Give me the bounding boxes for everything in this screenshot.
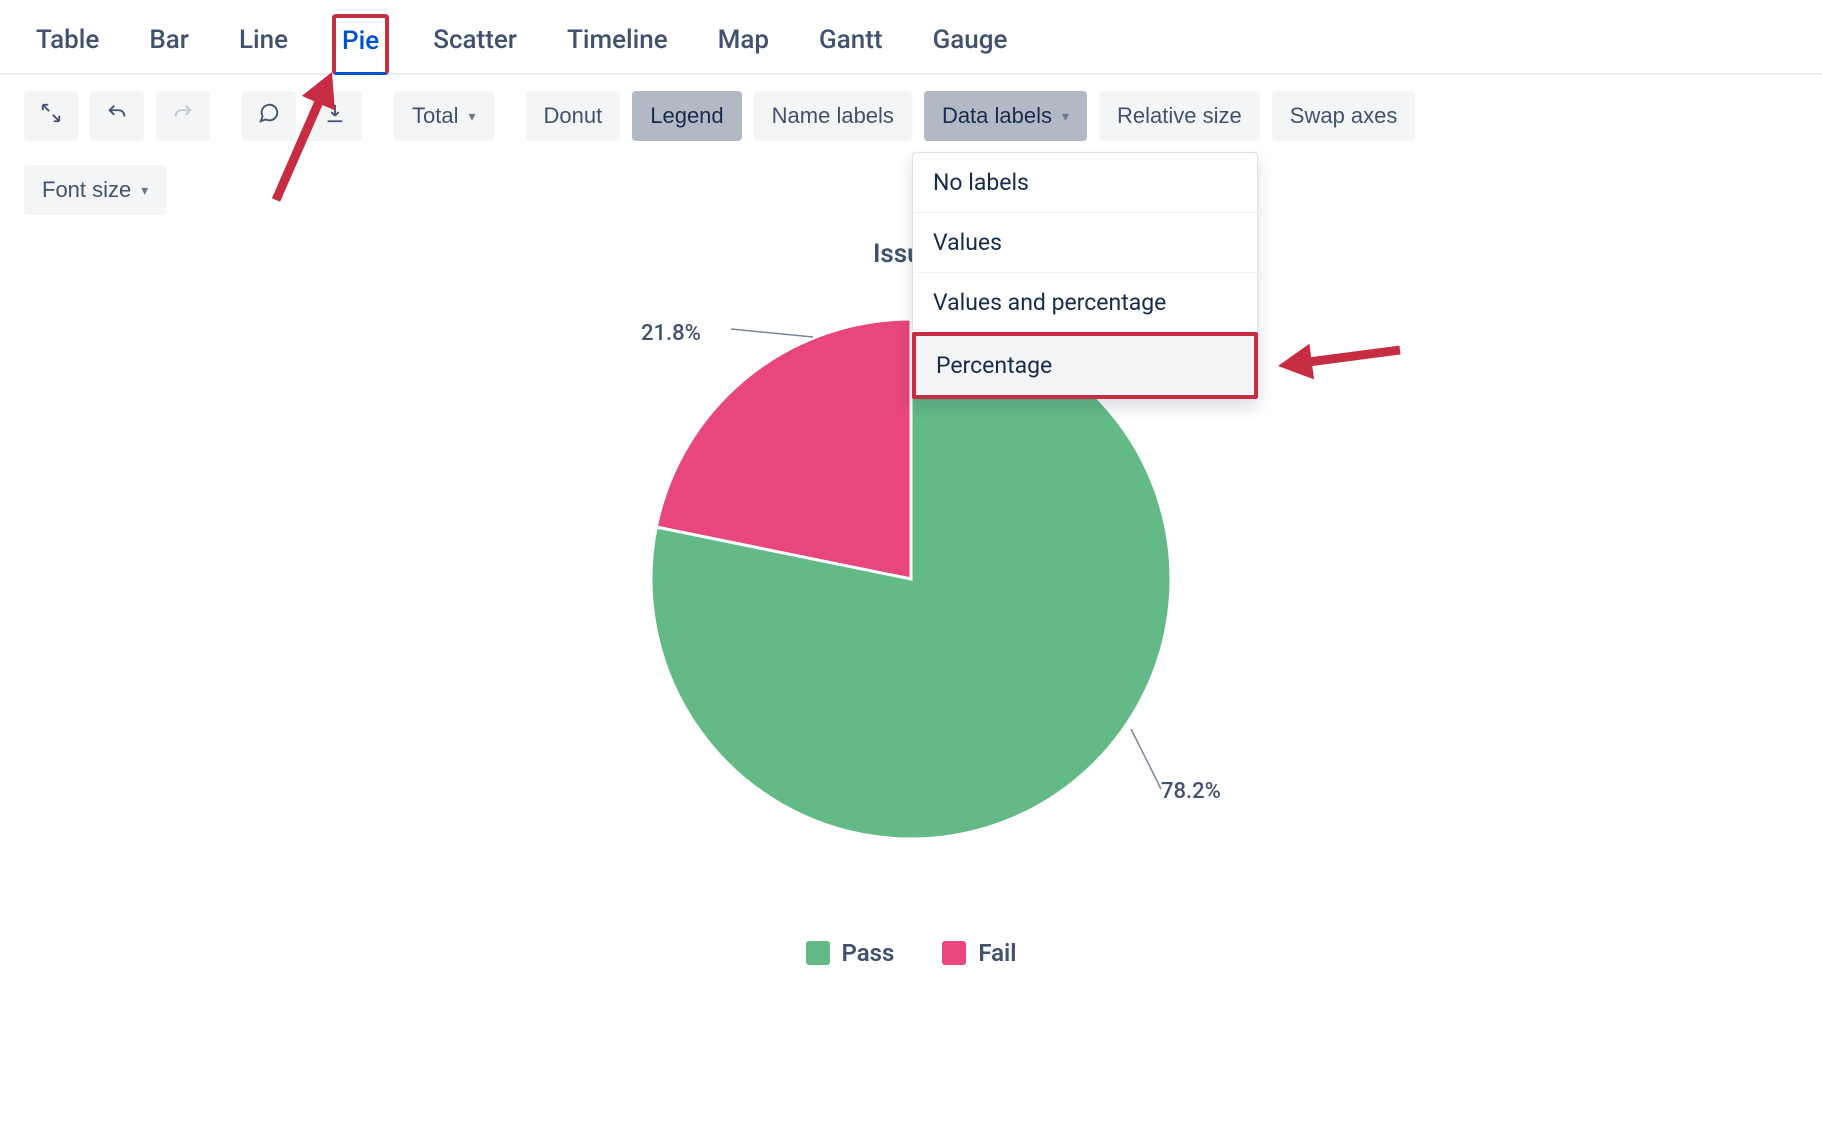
download-icon: [324, 102, 346, 130]
comment-button[interactable]: [242, 91, 296, 141]
name-labels-toggle[interactable]: Name labels: [754, 91, 912, 141]
tab-scatter[interactable]: Scatter: [427, 17, 523, 71]
redo-button[interactable]: [156, 91, 210, 141]
undo-icon: [106, 102, 128, 130]
total-dropdown[interactable]: Total ▾: [394, 91, 494, 141]
legend-toggle[interactable]: Legend: [632, 91, 741, 141]
data-labels-menu: No labels Values Values and percentage P…: [912, 152, 1258, 399]
undo-button[interactable]: [90, 91, 144, 141]
legend-label: Fail: [978, 939, 1016, 967]
data-label-fail: 21.8%: [641, 321, 701, 346]
legend-label: Pass: [842, 939, 895, 967]
tab-gantt[interactable]: Gantt: [813, 17, 889, 71]
expand-button[interactable]: [24, 91, 78, 141]
tab-bar[interactable]: Bar: [143, 17, 195, 71]
tab-table[interactable]: Table: [30, 17, 105, 71]
data-labels-dropdown[interactable]: Data labels ▾: [924, 91, 1087, 141]
font-size-dropdown[interactable]: Font size ▾: [24, 165, 166, 215]
chart-area: Issues 78.2% 21.8% Pass Fail: [0, 239, 1822, 967]
legend-swatch: [806, 941, 830, 965]
total-label: Total: [412, 103, 458, 129]
legend-item-pass[interactable]: Pass: [806, 939, 895, 967]
menu-item-percentage[interactable]: Percentage: [912, 332, 1258, 399]
comment-icon: [258, 102, 280, 130]
redo-icon: [172, 102, 194, 130]
chart-toolbar: Total ▾ Donut Legend Name labels Data la…: [0, 75, 1822, 231]
legend-item-fail[interactable]: Fail: [942, 939, 1016, 967]
chevron-down-icon: ▾: [1062, 108, 1069, 125]
tab-gauge[interactable]: Gauge: [927, 17, 1014, 71]
chevron-down-icon: ▾: [141, 182, 148, 199]
relative-size-toggle[interactable]: Relative size: [1099, 91, 1260, 141]
menu-item-values[interactable]: Values: [913, 213, 1257, 273]
tab-pie[interactable]: Pie: [332, 14, 389, 75]
chart-title: Issues: [0, 239, 1822, 269]
chart-type-tabbar: Table Bar Line Pie Scatter Timeline Map …: [0, 0, 1822, 75]
download-button[interactable]: [308, 91, 362, 141]
data-label-pass: 78.2%: [1161, 779, 1221, 804]
menu-item-no-labels[interactable]: No labels: [913, 153, 1257, 213]
chevron-down-icon: ▾: [468, 108, 475, 125]
tab-line[interactable]: Line: [233, 17, 294, 71]
donut-toggle[interactable]: Donut: [526, 91, 621, 141]
data-labels-label: Data labels: [942, 103, 1052, 129]
legend-swatch: [942, 941, 966, 965]
tab-timeline[interactable]: Timeline: [561, 17, 674, 71]
expand-icon: [40, 102, 62, 130]
chart-legend: Pass Fail: [0, 939, 1822, 967]
font-size-label: Font size: [42, 177, 131, 203]
menu-item-values-and-percentage[interactable]: Values and percentage: [913, 273, 1257, 333]
swap-axes-button[interactable]: Swap axes: [1272, 91, 1416, 141]
tab-map[interactable]: Map: [712, 17, 775, 71]
